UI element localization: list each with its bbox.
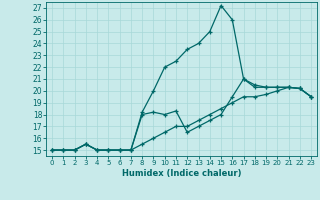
X-axis label: Humidex (Indice chaleur): Humidex (Indice chaleur) [122,169,241,178]
